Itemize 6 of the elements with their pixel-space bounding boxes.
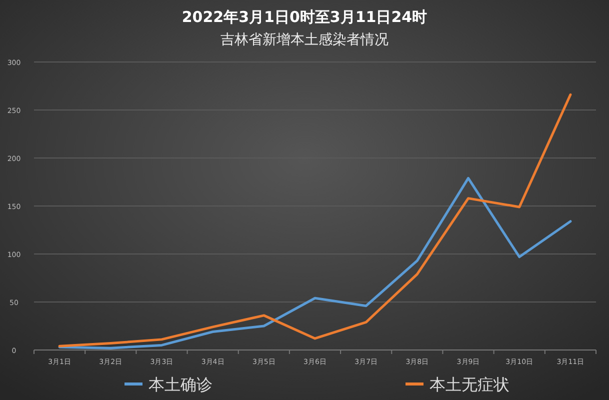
line-series <box>58 176 572 350</box>
legend-label: 本土确诊 <box>148 375 212 394</box>
line-series <box>58 93 572 348</box>
chart-title: 2022年3月1日0时至3月11日24时 <box>182 8 428 26</box>
legend-label: 本土无症状 <box>430 375 510 394</box>
chart-subtitle: 吉林省新增本土感染者情况 <box>220 32 388 48</box>
